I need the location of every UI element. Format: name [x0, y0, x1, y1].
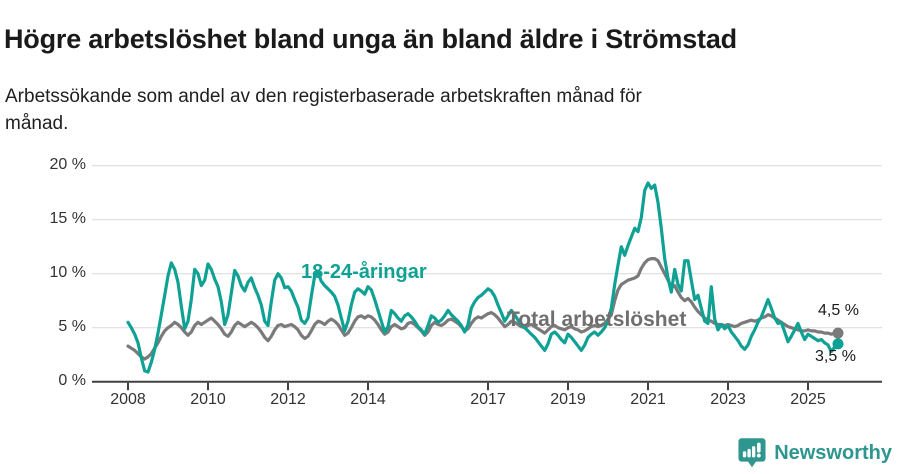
- x-axis-tick-label: 2014: [350, 391, 386, 408]
- page-title: Högre arbetslöshet bland unga än bland ä…: [4, 24, 737, 55]
- brand-footer: Newsworthy: [737, 437, 892, 469]
- series-label-total: Total arbetslöshet: [507, 308, 687, 331]
- x-axis-tick-label: 2017: [470, 391, 506, 408]
- y-axis-tick-label: 15 %: [49, 209, 86, 227]
- brand-name: Newsworthy: [774, 441, 892, 464]
- x-axis-tick-label: 2008: [110, 391, 146, 408]
- y-axis-tick-label: 5 %: [58, 317, 86, 335]
- x-axis-tick-label: 2021: [630, 391, 666, 408]
- series-line: [126, 181, 840, 374]
- x-axis-tick-label: 2025: [790, 391, 826, 408]
- x-axis-tick-label: 2012: [270, 391, 306, 408]
- y-axis-tick-label: 0 %: [58, 371, 86, 389]
- series-end-dot: [832, 338, 844, 350]
- y-axis-tick-label: 10 %: [49, 263, 86, 281]
- series-label-youth: 18-24-åringar: [301, 261, 427, 283]
- chart-subtitle-line2: månad.: [5, 113, 69, 134]
- x-axis-tick-label: 2023: [710, 391, 746, 408]
- newsworthy-logo-icon: [738, 438, 766, 468]
- x-axis-tick-label: 2010: [190, 391, 226, 408]
- chart-subtitle: Arbetssökande som andel av den registerb…: [5, 83, 642, 137]
- x-axis-tick-label: 2019: [550, 391, 586, 408]
- end-value-label-total: 4,5 %: [818, 302, 859, 319]
- end-value-label-youth: 3,5 %: [815, 348, 856, 365]
- chart-subtitle-line1: Arbetssökande som andel av den registerb…: [5, 86, 642, 107]
- y-axis-tick-label: 20 %: [49, 155, 86, 173]
- series-end-dot: [832, 327, 844, 339]
